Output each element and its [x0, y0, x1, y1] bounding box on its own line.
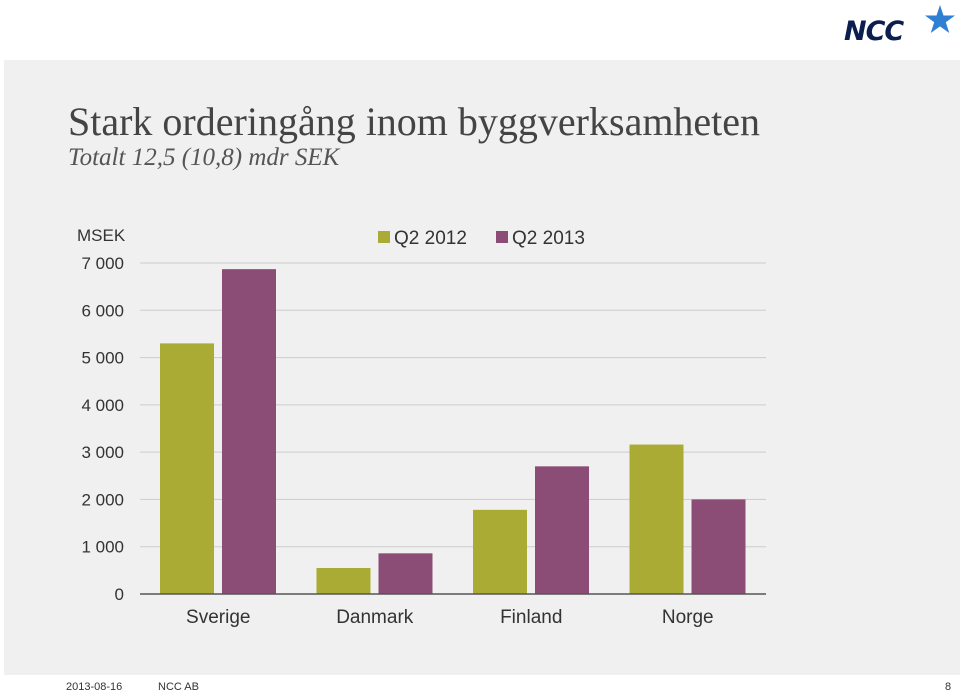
y-tick-label: 2 000 — [81, 490, 124, 509]
bar-sverige-2 — [222, 269, 276, 594]
slide-title: Stark orderingång inom byggverksamheten — [68, 99, 761, 144]
bar-danmark-1 — [316, 567, 371, 594]
y-tick-label: 6 000 — [81, 301, 124, 320]
bar-norge-1 — [629, 444, 684, 594]
legend-label: Q2 2013 — [512, 228, 585, 249]
star-icon — [925, 5, 955, 33]
y-tick-label: 1 000 — [81, 538, 124, 557]
legend-swatch — [496, 231, 508, 243]
bar-danmark-2 — [378, 553, 433, 594]
bar-sverige-1 — [160, 343, 214, 594]
x-tick-label: Norge — [662, 607, 714, 628]
y-axis-label: MSEK — [77, 226, 126, 245]
footer-date: 2013-08-16 — [66, 681, 123, 693]
y-tick-label: 3 000 — [81, 443, 124, 462]
y-tick-label: 4 000 — [81, 396, 124, 415]
y-tick-label: 7 000 — [81, 254, 124, 273]
logo-wordmark: NCC — [844, 16, 904, 47]
x-tick-label: Finland — [500, 607, 562, 628]
footer-company: NCC AB — [158, 681, 199, 693]
bar-norge-2 — [691, 499, 746, 594]
legend-swatch — [378, 231, 390, 243]
y-tick-label: 5 000 — [81, 349, 124, 368]
x-tick-label: Sverige — [186, 607, 250, 628]
y-tick-label: 0 — [115, 585, 124, 604]
slide-subtitle: Totalt 12,5 (10,8) mdr SEK — [68, 144, 340, 171]
bar-finland-1 — [473, 509, 527, 594]
ncc-logo: NCC — [844, 4, 956, 48]
legend-label: Q2 2012 — [394, 228, 467, 249]
bar-finland-2 — [535, 466, 589, 594]
x-tick-label: Danmark — [336, 607, 414, 628]
page-number: 8 — [945, 681, 952, 693]
